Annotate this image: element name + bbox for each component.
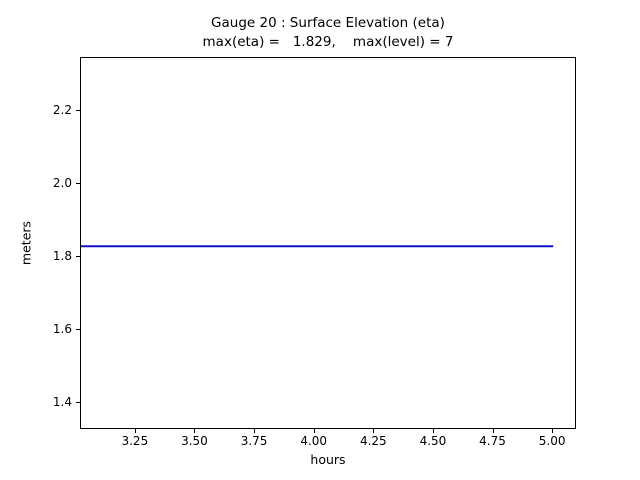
y-tick-mark — [76, 328, 80, 330]
chart-title-block: Gauge 20 : Surface Elevation (eta) max(e… — [80, 14, 576, 52]
y-tick-mark — [76, 255, 80, 257]
x-tick-mark — [492, 429, 494, 433]
y-tick-mark — [76, 182, 80, 184]
chart-subtitle: max(eta) = 1.829, max(level) = 7 — [202, 34, 454, 50]
y-tick-label: 1.6 — [52, 321, 72, 336]
x-tick-label: 4.75 — [479, 434, 506, 448]
x-axis-label: hours — [310, 452, 346, 467]
x-tick-mark — [552, 429, 554, 433]
x-tick-mark — [254, 429, 256, 433]
y-tick-mark — [76, 109, 80, 111]
y-axis-label: meters — [18, 220, 34, 266]
x-tick-mark — [373, 429, 375, 433]
x-tick-label: 3.75 — [240, 434, 268, 448]
x-tick-label: 4.00 — [300, 434, 328, 448]
x-tick-mark — [194, 429, 196, 433]
y-tick-label: 1.4 — [52, 394, 72, 409]
x-tick-label: 3.50 — [181, 434, 208, 448]
x-tick-mark — [432, 429, 434, 433]
x-tick-label: 3.25 — [121, 434, 149, 448]
y-tick-label: 1.8 — [52, 248, 72, 263]
x-tick-mark — [134, 429, 136, 433]
y-tick-label: 2.2 — [52, 102, 72, 117]
chart-title: Gauge 20 : Surface Elevation (eta) — [211, 15, 445, 31]
x-tick-label: 5.00 — [538, 434, 566, 448]
x-tick-mark — [313, 429, 315, 433]
x-tick-label: 4.50 — [419, 434, 447, 448]
y-tick-mark — [76, 401, 80, 403]
y-tick-label: 2.0 — [52, 175, 72, 190]
x-tick-label: 4.25 — [359, 434, 387, 448]
plot-area — [80, 57, 576, 429]
line-series — [81, 245, 554, 248]
